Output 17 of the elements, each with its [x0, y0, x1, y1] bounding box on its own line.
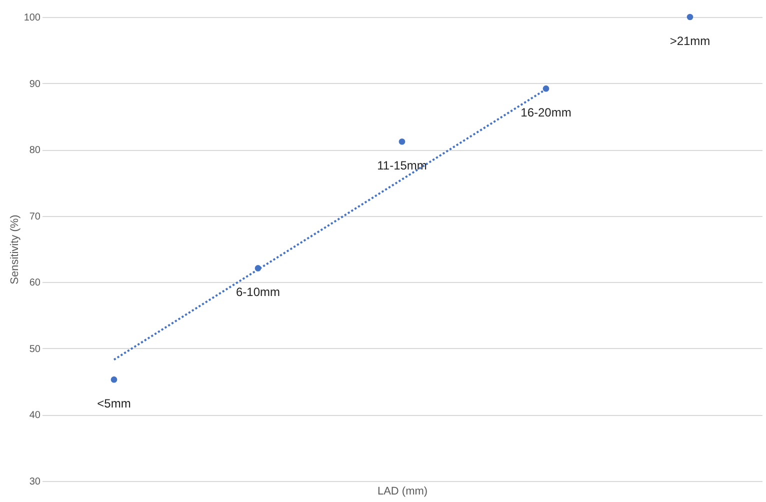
annotation: 16-20mm: [520, 106, 572, 120]
y-tick-label: 30: [29, 476, 41, 488]
point: [686, 14, 694, 20]
point: [398, 138, 406, 145]
y-tick-label: 90: [29, 78, 41, 90]
y-tick-label: 80: [29, 145, 41, 156]
annotation: 6-10mm: [236, 285, 280, 300]
y-tick-label: 40: [29, 410, 41, 422]
annotation: <5mm: [97, 396, 131, 411]
y-tick-label: 60: [29, 278, 41, 289]
point: [110, 376, 118, 383]
y-tick-label: 70: [29, 211, 41, 222]
y-tick-label: 50: [29, 344, 41, 355]
annotation: >21mm: [670, 34, 710, 48]
y-axis-title: Sensitivity (%): [8, 214, 21, 284]
y-tick-label: 100: [24, 12, 41, 24]
x-axis-title: LAD (mm): [377, 486, 428, 498]
